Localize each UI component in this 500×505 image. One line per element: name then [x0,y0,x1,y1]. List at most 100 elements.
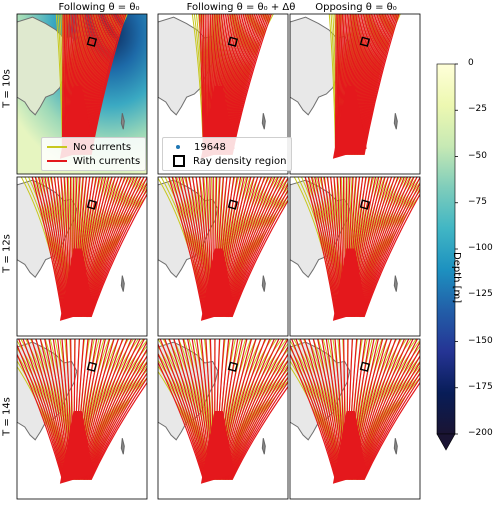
panel-1-1 [16,13,148,175]
ray-with-currents [363,193,420,318]
ray-with-currents [171,177,205,318]
ray-with-currents [359,177,415,318]
ray-with-currents [362,187,420,318]
island [393,438,398,455]
island [393,275,398,292]
ray-density-region [359,36,371,47]
ray-with-currents [174,177,206,318]
ray-with-currents [362,14,398,155]
ray-with-currents [31,177,64,318]
ray-with-currents [363,14,400,155]
island [393,113,398,130]
ray-with-currents [359,348,420,480]
ray-with-currents [304,177,337,318]
ray-with-currents [228,365,288,481]
panel-3-1 [16,338,148,500]
legend-entry-19648: 19648 [168,140,286,154]
ray-with-currents [88,366,147,481]
panel-frame [289,176,421,337]
ray-with-currents [290,343,337,480]
island [261,113,266,130]
panel-frame [157,338,289,500]
ray-with-currents [361,177,420,318]
ray-density-region [359,361,371,372]
ray-with-currents [230,376,288,481]
panel-2-3 [289,176,421,337]
legend-markers: 19648 Ray density region [162,137,293,171]
ray-density-region [86,361,98,372]
legend-swatch-no-currents [47,146,67,148]
row-label-3: T = 14s [1,397,13,436]
ray-with-currents [304,339,340,480]
ray-with-currents [360,177,418,318]
ray-with-currents [227,352,288,481]
ray-bundle [332,86,367,159]
ray-with-currents [88,177,147,318]
column-title-3: Opposing θ = θ₀ [315,2,397,13]
panel-frame [289,338,421,500]
panel-frame [157,13,289,175]
ray-with-currents [89,182,147,318]
ray-with-currents [17,343,64,480]
ray-with-currents [178,177,207,318]
ray-bundle [59,411,94,484]
ray-with-currents [89,187,147,318]
ray-with-currents [204,14,207,155]
ray-with-currents [158,342,206,480]
legend-entry-no-currents: No currents [47,140,140,154]
ray-with-currents [290,352,337,480]
ray-with-currents [231,199,288,318]
panel-frame [16,176,148,337]
column-title-2: Following θ = θ₀ + Δθ [186,2,296,13]
ray-with-currents [31,339,67,480]
ray-with-currents [168,177,205,318]
ray-with-currents [307,177,337,318]
ray-with-currents [310,177,338,317]
legend-label-ray-density: Ray density region [193,155,287,167]
ray-density-region [86,36,98,47]
ray-with-currents [362,182,420,318]
ray-density-region [86,199,98,210]
ray-bundle [200,411,235,484]
ray-with-currents [22,339,66,480]
ray-with-currents [229,183,288,318]
ray-with-currents [295,339,339,480]
ray-with-currents [18,339,65,480]
colorbar-tick-label: −75 [468,196,487,207]
ray-bundle [200,248,235,321]
island [120,438,125,455]
ray-with-currents [362,372,420,481]
island [120,275,125,292]
ray-with-currents [26,339,67,480]
ray-bundle [332,248,367,321]
ray-with-currents [334,14,337,155]
colorbar-tick-label: −25 [468,104,487,115]
row-label-2: T = 12s [1,234,13,273]
row-label-1: T = 10s [1,69,13,108]
legend-swatch-with-currents [47,160,67,162]
ray-with-currents [314,177,339,317]
legend-currents: No currents With currents [41,137,147,171]
ray-with-currents [227,359,288,481]
ray-with-currents [181,177,208,317]
column-title-1: Following θ = θ₀ [58,2,140,13]
ray-with-currents [360,361,420,481]
panel-2-1 [16,176,148,337]
ray-with-currents [158,352,205,480]
legend-entry-with-currents: With currents [47,154,140,168]
ray-bundle [59,248,94,321]
ray-with-currents [86,348,147,480]
island [261,438,266,455]
legend-dot-marker [176,145,180,149]
ray-density-region [227,36,239,47]
colorbar-tick-label: −200 [468,428,493,438]
panel-frame [16,338,148,500]
legend-label-no-currents: No currents [73,141,132,153]
ray-density-region [359,199,371,210]
ray-with-currents [89,377,147,481]
ray-with-currents [335,14,339,155]
ray-with-currents [231,385,288,481]
ray-with-currents [164,339,208,480]
colorbar-tick-label: −175 [468,381,493,392]
